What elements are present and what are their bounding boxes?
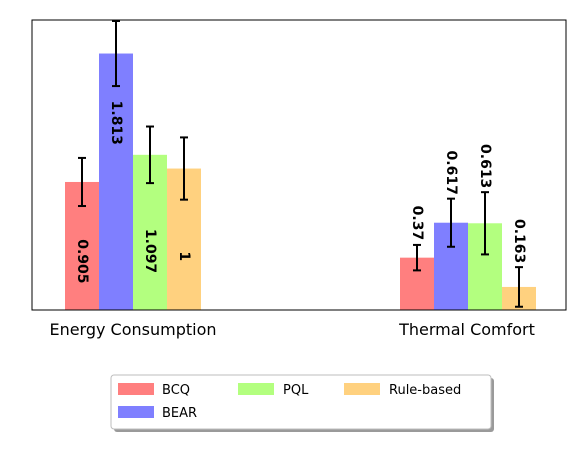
error-bars-layer [78, 19, 523, 308]
bar-bear-energy-consumption [99, 53, 133, 311]
error-bar-bcq-thermal-comfort [413, 243, 421, 272]
legend-swatch-bcq [118, 383, 154, 395]
error-bar-rule-based-energy-consumption [180, 136, 188, 201]
error-bar-pql-thermal-comfort [481, 191, 489, 256]
value-labels-layer: 0.905 0.37 1.813 0.617 1.097 0.613 1 0.163 [74, 101, 527, 284]
bars-layer [65, 53, 536, 311]
error-bar-bear-energy-consumption [112, 19, 120, 88]
error-bar-bcq-energy-consumption [78, 156, 86, 208]
value-label-rule-based-energy-consumption: 1 [176, 251, 192, 261]
value-label-bear-thermal-comfort: 0.617 [443, 151, 459, 195]
value-label-pql-thermal-comfort: 0.613 [477, 144, 493, 188]
error-bar-bear-thermal-comfort [447, 197, 455, 248]
value-label-rule-based-thermal-comfort: 0.163 [511, 219, 527, 263]
plot-frame [31, 19, 567, 311]
value-label-bcq-energy-consumption: 0.905 [74, 239, 90, 283]
legend-label-bear: BEAR [162, 406, 197, 421]
error-bar-rule-based-thermal-comfort [515, 266, 523, 308]
legend-label-rule-based: Rule-based [389, 383, 461, 398]
category-label-energy-consumption: Energy Consumption [49, 320, 216, 339]
legend-swatch-bear [118, 406, 154, 418]
legend-label-bcq: BCQ [162, 383, 190, 398]
legend-frame [110, 374, 492, 430]
error-bar-pql-energy-consumption [146, 125, 154, 185]
legend-swatch-pql [238, 383, 274, 395]
legend: BCQ BEAR PQL Rule-based [110, 374, 494, 432]
category-label-thermal-comfort: Thermal Comfort [398, 320, 535, 339]
value-label-pql-energy-consumption: 1.097 [142, 229, 158, 273]
value-label-bear-energy-consumption: 1.813 [108, 101, 124, 145]
legend-swatch-rule-based [344, 383, 380, 395]
value-label-bcq-thermal-comfort: 0.37 [409, 206, 425, 241]
legend-label-pql: PQL [283, 383, 309, 398]
